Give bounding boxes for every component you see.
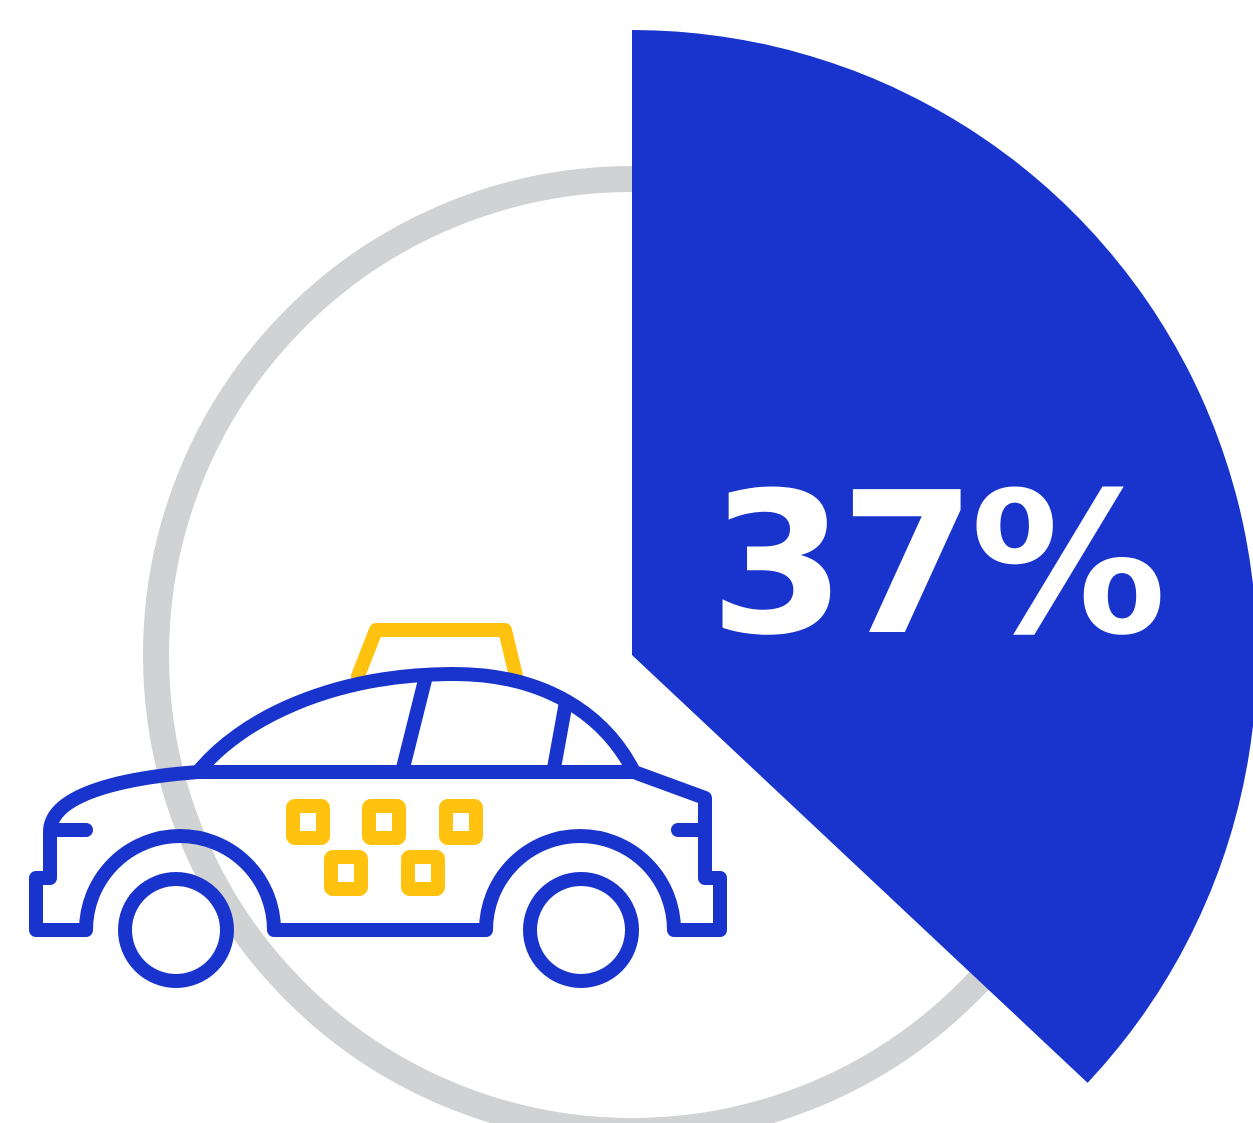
- taxi-icon: [29, 623, 727, 988]
- pie-value-label: 37%: [709, 451, 1161, 679]
- pie-slice-highlight: [632, 30, 1253, 1083]
